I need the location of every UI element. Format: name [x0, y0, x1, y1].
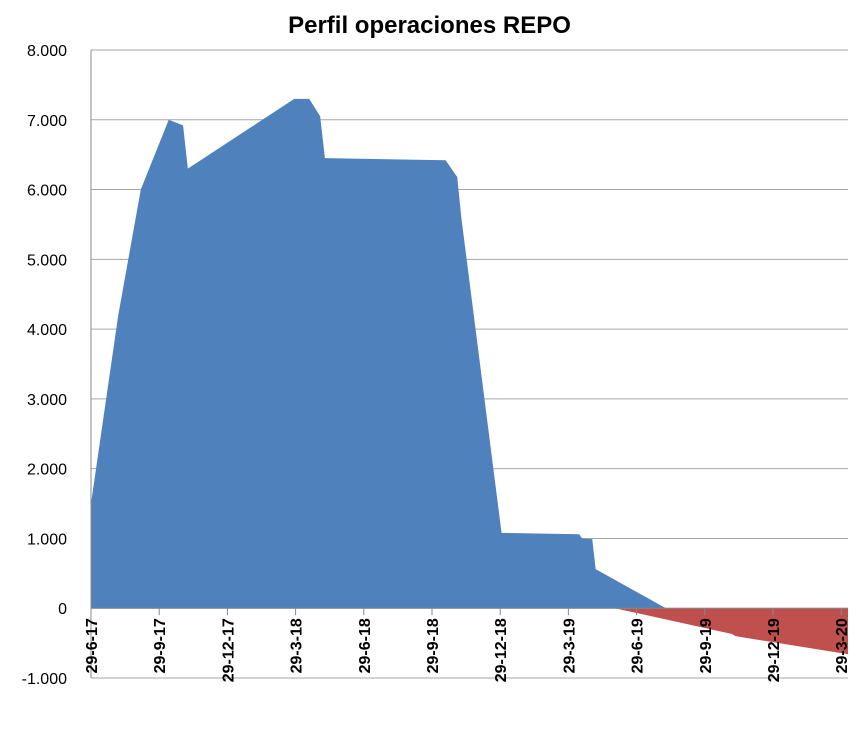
x-tick-label: 29-3-20	[834, 618, 851, 673]
area-series-negativo	[614, 608, 848, 655]
y-tick-label: -1.000	[22, 671, 67, 688]
y-tick-label: 6.000	[27, 183, 67, 200]
area-series-positivo	[91, 98, 666, 609]
x-tick-label: 29-3-18	[289, 618, 306, 673]
y-tick-label: 1.000	[27, 531, 67, 548]
y-tick-label: 4.000	[27, 322, 67, 339]
axis-layer	[90, 50, 848, 678]
x-tick-label: 29-12-18	[493, 618, 510, 682]
area-layer	[91, 98, 848, 655]
y-tick-labels: 8.000 7.000 6.000 5.000 4.000 3.000 2.000 1.000…	[22, 43, 67, 688]
x-tick-label: 29-9-17	[152, 618, 169, 673]
x-tick-label: 29-6-18	[357, 618, 374, 673]
x-tick-label: 29-9-19	[698, 618, 715, 673]
chart-title: Perfil operaciones REPO	[288, 12, 571, 39]
y-tick-label: 8.000	[27, 43, 67, 60]
y-tick-label: 3.000	[27, 392, 67, 409]
x-tick-label: 29-12-17	[220, 618, 237, 682]
x-tick-label: 29-9-18	[425, 618, 442, 673]
x-tick-label: 29-12-19	[766, 618, 783, 682]
x-tick-label: 29-3-19	[561, 618, 578, 673]
y-tick-label: 7.000	[27, 113, 67, 130]
x-tick-label: 29-6-19	[630, 618, 647, 673]
x-tick-labels: 29-6-17 29-9-17 29-12-17 29-3-18 29-6-18 29-9…	[84, 618, 851, 682]
y-tick-label: 5.000	[27, 252, 67, 269]
x-tick-label: 29-6-17	[84, 618, 101, 673]
y-tick-label: 2.000	[27, 462, 67, 479]
y-tick-label: 0	[58, 601, 67, 618]
